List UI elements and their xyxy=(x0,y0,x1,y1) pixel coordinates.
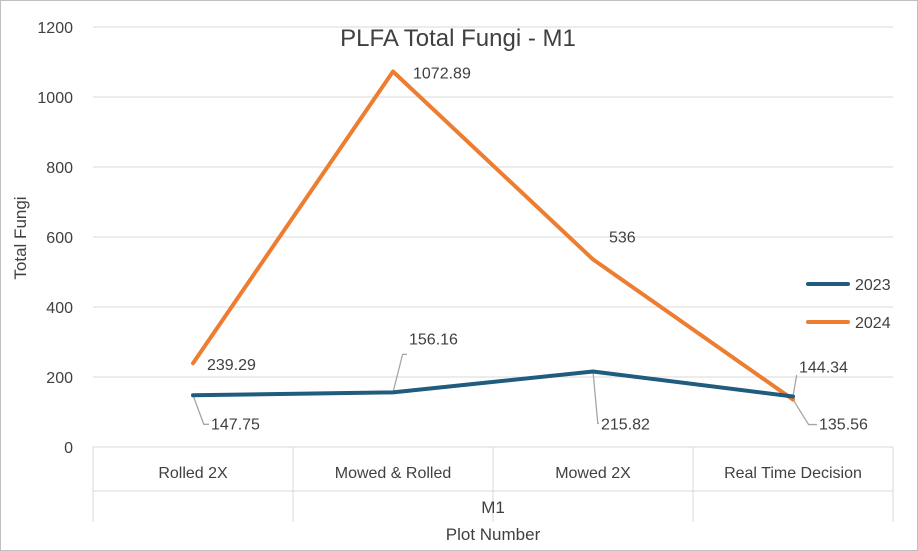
x-tick-label: Rolled 2X xyxy=(158,465,228,482)
data-point-2024 xyxy=(791,397,795,402)
series-line-2024 xyxy=(191,69,795,402)
series-line-2023 xyxy=(191,369,795,399)
legend: 2023 2024 xyxy=(806,277,891,332)
leader-line-2023 xyxy=(792,374,798,397)
data-point-2023 xyxy=(791,394,795,399)
data-point-2023 xyxy=(191,393,195,397)
y-tick-label: 1000 xyxy=(37,90,73,107)
data-label-2023: 156.16 xyxy=(409,331,458,348)
y-tick-labels: 0 200 400 600 800 1000 1200 xyxy=(37,20,73,457)
data-label-2023: 147.75 xyxy=(211,416,260,433)
data-label-2023: 144.34 xyxy=(799,359,848,376)
y-tick-label: 600 xyxy=(46,230,73,247)
series-lines xyxy=(191,69,795,402)
y-tick-label: 200 xyxy=(46,370,73,387)
leader-lines xyxy=(192,353,817,426)
x-axis: Rolled 2X Mowed & Rolled Mowed 2X Real Time… xyxy=(92,447,894,522)
data-point-2023 xyxy=(391,390,395,394)
legend-label-2023: 2023 xyxy=(855,277,891,294)
y-tick-label: 400 xyxy=(46,300,73,317)
leader-line-2023 xyxy=(192,395,209,425)
data-labels: 147.75 156.16 215.82 144.34 239.29 1072.89 536… xyxy=(207,65,868,433)
data-point-2024 xyxy=(391,69,395,74)
x-group-label: M1 xyxy=(481,498,505,517)
data-label-2023: 215.82 xyxy=(601,416,650,433)
x-tick-label: Mowed 2X xyxy=(555,465,631,482)
leader-line-2023 xyxy=(392,353,407,393)
chart-title: PLFA Total Fungi - M1 xyxy=(340,25,576,52)
y-tick-label: 800 xyxy=(46,160,73,177)
y-tick-label: 0 xyxy=(64,440,73,457)
y-axis-title: Total Fungi xyxy=(11,196,30,279)
data-point-2023 xyxy=(591,369,595,374)
y-tick-label: 1200 xyxy=(37,20,73,37)
data-point-2024 xyxy=(191,361,195,365)
data-label-2024: 239.29 xyxy=(207,357,256,374)
x-tick-label: Mowed & Rolled xyxy=(335,465,452,482)
x-tick-label: Real Time Decision xyxy=(724,465,862,482)
data-label-2024: 135.56 xyxy=(819,417,868,434)
x-axis-title: Plot Number xyxy=(446,525,541,544)
data-label-2024: 1072.89 xyxy=(413,65,471,82)
data-label-2024: 536 xyxy=(609,229,636,246)
leader-line-2023 xyxy=(592,371,599,425)
leader-line-2024 xyxy=(792,399,817,426)
data-point-2024 xyxy=(591,257,595,261)
legend-label-2024: 2024 xyxy=(855,315,891,332)
